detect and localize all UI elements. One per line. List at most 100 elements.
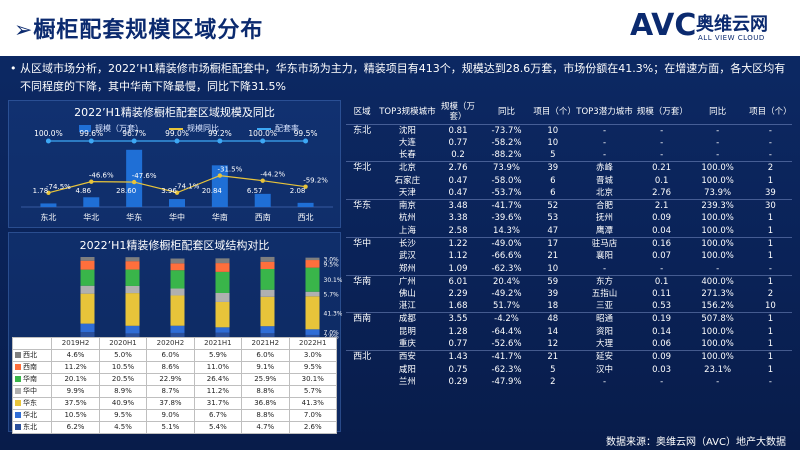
th-potential-city: TOP3潜力城市 xyxy=(576,106,633,117)
yoy-label: -59.2% xyxy=(303,177,328,185)
segment-value-label: 9.5% xyxy=(324,261,340,268)
comp-cell: 10.5% xyxy=(51,409,100,422)
cell-proj: 2 xyxy=(550,377,556,388)
series-name: 东北 xyxy=(23,423,37,431)
rate-label: 99.2% xyxy=(208,129,232,138)
cell-scale: 3.38 xyxy=(448,213,468,224)
stack-segment xyxy=(170,288,185,296)
cell-pcity: 东方 xyxy=(572,274,637,288)
cell-pcity: - xyxy=(602,137,607,148)
stack-segment xyxy=(125,325,140,334)
table-row: 华东 南京 3.48 -41.7% 52 合肥 2.1 239.3% 30 xyxy=(346,199,792,213)
stack-segment xyxy=(80,332,95,337)
cell-region: 西北 xyxy=(346,350,379,364)
cell-pcity: - xyxy=(572,123,637,137)
region-scale-chart-panel: 2022’H1精装修橱柜配套区域规模及同比 规模（万套） 规模同比 配套率 10… xyxy=(8,100,341,228)
comp-cell: 8.9% xyxy=(98,385,148,398)
comp-cell: 40.9% xyxy=(98,397,148,410)
cell-proj: 39 xyxy=(547,289,559,300)
comp-cell: 11.0% xyxy=(193,361,243,374)
stack-segment xyxy=(305,334,320,337)
cell-pproj: - xyxy=(768,137,772,148)
comp-cell: 36.8% xyxy=(241,397,290,410)
series-name: 华南 xyxy=(23,375,37,383)
cell-pyoy: 239.3% xyxy=(686,199,749,213)
cell-scale: 0.81 xyxy=(436,123,480,137)
cell-region xyxy=(346,363,378,376)
cell-yoy: -49.2% xyxy=(491,289,522,300)
comp-series-label: 西南 xyxy=(11,361,53,374)
cell-yoy: -39.6% xyxy=(491,213,522,224)
category-label: 华南 xyxy=(212,212,228,222)
legend-scale-label: 规模（万套） xyxy=(95,124,143,133)
comp-cell: 9.1% xyxy=(241,361,290,374)
cell-pproj: 1 xyxy=(767,364,774,375)
comp-cell: 31.7% xyxy=(193,397,243,410)
scale-bar xyxy=(126,149,143,207)
cell-city: 杭州 xyxy=(398,213,416,224)
stack-segment xyxy=(80,293,95,324)
table-row: 郑州 1.09 -62.3% 10 - - - - xyxy=(346,263,792,276)
cell-yoy: 73.9% xyxy=(479,161,534,175)
cell-yoy: -41.7% xyxy=(479,199,534,213)
comp-cell: 41.3% xyxy=(288,397,338,410)
series-swatch xyxy=(15,412,21,418)
stack-segment xyxy=(80,269,95,286)
comp-row: 华北 10.5% 9.5% 9.0% 6.7% 8.8% 7.0% xyxy=(11,409,338,422)
rate-point xyxy=(88,138,94,144)
stack-segment xyxy=(170,332,185,337)
comp-series-label: 东北 xyxy=(11,421,53,434)
cell-pproj: - xyxy=(768,263,772,274)
comp-cell: 5.7% xyxy=(288,385,338,398)
cell-pscale: 0.16 xyxy=(636,236,687,250)
cell-city: 昆明 xyxy=(398,326,416,337)
comp-cell: 20.5% xyxy=(98,373,148,386)
comp-cell: 6.2% xyxy=(51,421,100,434)
cell-pproj: 1 xyxy=(748,236,792,250)
cell-pcity: 三亚 xyxy=(596,301,614,312)
comp-cell: 37.5% xyxy=(51,397,100,410)
cell-pscale: 0.03 xyxy=(652,364,672,375)
segment-value-label: 41.3% xyxy=(324,310,343,317)
scale-label: 1.78 xyxy=(33,187,49,195)
stack-segment xyxy=(80,323,95,333)
comp-corner xyxy=(11,337,53,350)
cell-city: 西安 xyxy=(378,350,437,364)
page-title: ➢橱柜配套规模区域分布 xyxy=(14,18,264,43)
segment-value-label: 7.0% xyxy=(324,330,340,337)
cell-yoy: 51.7% xyxy=(492,301,520,312)
cell-region: 东北 xyxy=(346,123,379,137)
cell-proj: 5 xyxy=(550,150,556,161)
comp-cell: 6.0% xyxy=(241,349,290,362)
comp-cell: 2.6% xyxy=(288,421,338,434)
category-label: 华中 xyxy=(169,212,185,222)
yoy-label: -47.6% xyxy=(132,172,157,180)
table-row: 大连 0.77 -58.2% 10 - - - - xyxy=(346,137,792,150)
cell-pscale: 0.07 xyxy=(652,251,672,262)
cell-yoy: -66.6% xyxy=(491,251,522,262)
cell-region xyxy=(346,288,378,301)
series-name: 华北 xyxy=(23,411,37,419)
yoy-label: -31.5% xyxy=(217,166,242,174)
rate-point xyxy=(174,138,180,144)
stack-segment xyxy=(125,333,140,337)
comp-cell: 6.7% xyxy=(193,409,243,422)
cell-region xyxy=(346,250,378,263)
cell-pcity: 抚州 xyxy=(596,213,614,224)
comp-col-header: 2020H2 xyxy=(146,337,195,350)
stack-segment xyxy=(305,329,320,335)
rate-point xyxy=(45,138,51,144)
comp-col-header: 2021H1 xyxy=(193,337,243,350)
cell-region xyxy=(346,174,378,187)
cell-pyoy: 100.0% xyxy=(701,175,734,186)
comp-cell: 8.8% xyxy=(241,385,290,398)
category-label: 华东 xyxy=(126,212,142,222)
comp-series-label: 华东 xyxy=(11,397,53,410)
cell-region xyxy=(346,187,378,200)
cell-pscale: 0.14 xyxy=(652,326,672,337)
scale-label: 28.60 xyxy=(116,187,136,195)
city-table-panel: 区域 TOP3规模城市 规模（万套） 同比 项目（个） TOP3潜力城市 规模（… xyxy=(346,100,792,432)
scale-bar xyxy=(83,197,100,207)
comp-series-label: 西北 xyxy=(11,349,53,362)
table-row: 兰州 0.29 -47.9% 2 - - - - xyxy=(346,376,792,389)
